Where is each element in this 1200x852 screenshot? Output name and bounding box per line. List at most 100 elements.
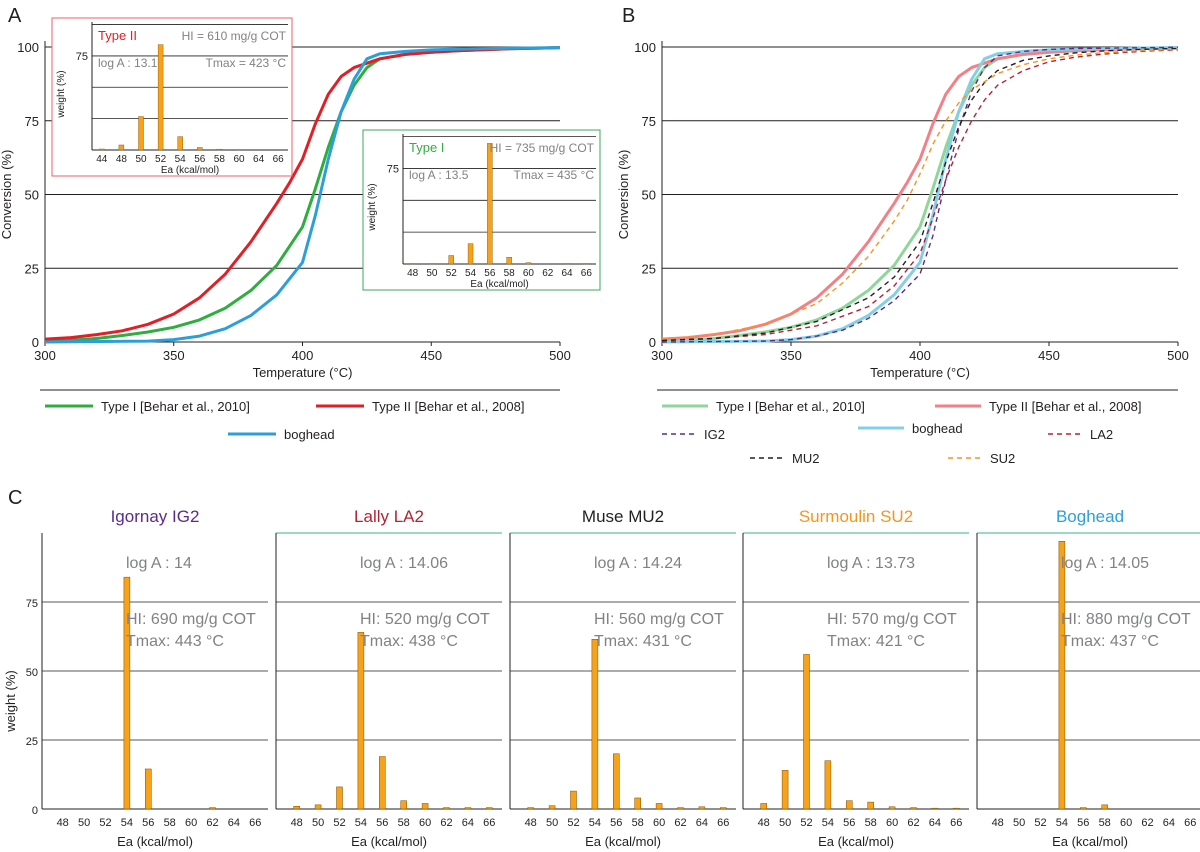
bar: [760, 803, 767, 810]
inset-bar: [467, 243, 474, 265]
x-tick-label: 54: [822, 817, 834, 829]
bar: [548, 805, 556, 810]
x-tick-label: 66: [249, 817, 261, 829]
series-line-ig2: [661, 46, 1179, 343]
inset-bar: [448, 255, 454, 265]
bar: [443, 807, 450, 810]
x-tick-label: 52: [567, 817, 579, 829]
series-line-mu2: [661, 47, 1179, 342]
inset-tmax-value: Tmax = 423 °C: [206, 56, 287, 70]
y-tick-label: 0: [649, 335, 656, 350]
x-tick-label: 58: [164, 817, 176, 829]
inset-bar: [177, 136, 183, 151]
x-tick-label: 350: [780, 348, 802, 363]
legend-label-mu2: MU2: [792, 451, 819, 466]
loga-value: log A : 14: [126, 555, 192, 572]
x-tick-label: 60: [886, 817, 898, 829]
y-tick-label: 0: [32, 335, 39, 350]
x-tick-label: 62: [440, 817, 452, 829]
x-tick-label: 64: [228, 817, 240, 829]
x-tick-label: 50: [779, 817, 791, 829]
x-tick-label: 56: [376, 817, 388, 829]
x-tick-label: 56: [142, 817, 154, 829]
bar: [570, 790, 577, 810]
x-tick-label: 48: [525, 817, 537, 829]
x-tick-label: 66: [483, 817, 495, 829]
inset-tmax-value: Tmax = 435 °C: [514, 168, 595, 182]
x-tick-label: 58: [865, 817, 877, 829]
x-tick-label: 60: [185, 817, 197, 829]
x-axis-label: Ea (kcal/mol): [351, 834, 427, 849]
chart-a: 0 25 50 75 100 300 350 400 450 500 Temperature (°C…: [0, 17, 601, 442]
x-tick-label: 62: [907, 817, 919, 829]
x-tick-label: 52: [800, 817, 812, 829]
loga-value: log A : 14.24: [594, 555, 682, 572]
x-tick-label: 66: [717, 817, 729, 829]
bar: [953, 807, 960, 810]
chart-c: Igornay IG2 48 50 52 54 56 58 60 62 64 66 Ea (kcal/…: [3, 507, 1200, 849]
bar: [677, 807, 684, 810]
legend-label-la2: LA2: [1090, 427, 1113, 442]
x-tick-label: 54: [1056, 817, 1068, 829]
inset-x-tick-label: 66: [273, 154, 285, 165]
inset-x-tick-label: 44: [96, 154, 108, 165]
bar: [655, 803, 663, 810]
x-axis-label: Ea (kcal/mol): [585, 834, 661, 849]
bar: [867, 801, 874, 810]
legend-label-type1_light: Type I [Behar et al., 2010]: [716, 399, 865, 414]
inset-loga-value: log A : 13.5: [409, 168, 469, 182]
legend-label-boghead_light: boghead: [912, 421, 963, 436]
panel-label-c: C: [8, 487, 22, 509]
y-tick-label: 75: [26, 598, 38, 610]
bar: [486, 807, 493, 810]
legend-label-su2: SU2: [990, 451, 1015, 466]
inset-x-tick-label: 64: [561, 268, 573, 279]
tmax-value: Tmax: 437 °C: [1061, 633, 1159, 650]
x-tick-label: 56: [1077, 817, 1089, 829]
subplot-title: Boghead: [1056, 507, 1124, 526]
x-tick-label: 62: [1141, 817, 1153, 829]
hi-value: HI: 690 mg/g COT: [126, 611, 256, 628]
x-tick-label: 64: [929, 817, 941, 829]
legend-label-type1: Type I [Behar et al., 2010]: [101, 399, 250, 414]
bar-subplot-3: Surmoulin SU2 48 50 52 54 56 58 60 62 64 66 Ea (kca…: [742, 507, 969, 849]
bar-subplot-1: Lally LA2 48 50 52 54 56 58 60 62 64 66 Ea (kcal/mo…: [275, 507, 502, 849]
x-tick-label: 400: [292, 348, 314, 363]
x-tick-label: 50: [1013, 817, 1025, 829]
x-tick-label: 48: [758, 817, 770, 829]
y-tick-label: 50: [26, 667, 38, 679]
inset-x-tick-label: 66: [581, 268, 593, 279]
x-axis-label: Temperature (°C): [253, 365, 353, 380]
x-tick-label: 50: [78, 817, 90, 829]
inset-x-tick-label: 48: [407, 268, 419, 279]
bar: [464, 807, 472, 810]
inset-y-tick-label: 75: [387, 163, 399, 175]
bar: [846, 800, 853, 810]
x-tick-label: 300: [34, 348, 56, 363]
subplot-title: Igornay IG2: [111, 507, 200, 526]
inset-x-tick-label: 50: [135, 154, 147, 165]
inset-bar: [197, 147, 203, 151]
inset-y-axis-label: weight (%): [56, 70, 67, 118]
x-tick-label: 56: [843, 817, 855, 829]
inset-x-tick-label: 64: [253, 154, 265, 165]
bar: [910, 807, 917, 810]
bar: [357, 632, 365, 810]
x-tick-label: 64: [1163, 817, 1175, 829]
x-tick-label: 300: [651, 348, 673, 363]
x-tick-label: 48: [992, 817, 1004, 829]
inset-y-axis-label: weight (%): [367, 183, 378, 231]
inset-x-tick-label: 60: [523, 268, 535, 279]
x-tick-label: 60: [653, 817, 665, 829]
bar: [400, 800, 407, 810]
bar: [781, 770, 789, 810]
x-tick-label: 54: [589, 817, 601, 829]
x-tick-label: 54: [121, 817, 133, 829]
bar: [634, 797, 641, 810]
series-line-la2: [661, 49, 1179, 342]
y-tick-label: 25: [26, 736, 38, 748]
bar: [931, 807, 939, 810]
inset-x-tick-label: 58: [504, 268, 516, 279]
bar: [209, 807, 216, 810]
inset-bar: [157, 44, 164, 151]
